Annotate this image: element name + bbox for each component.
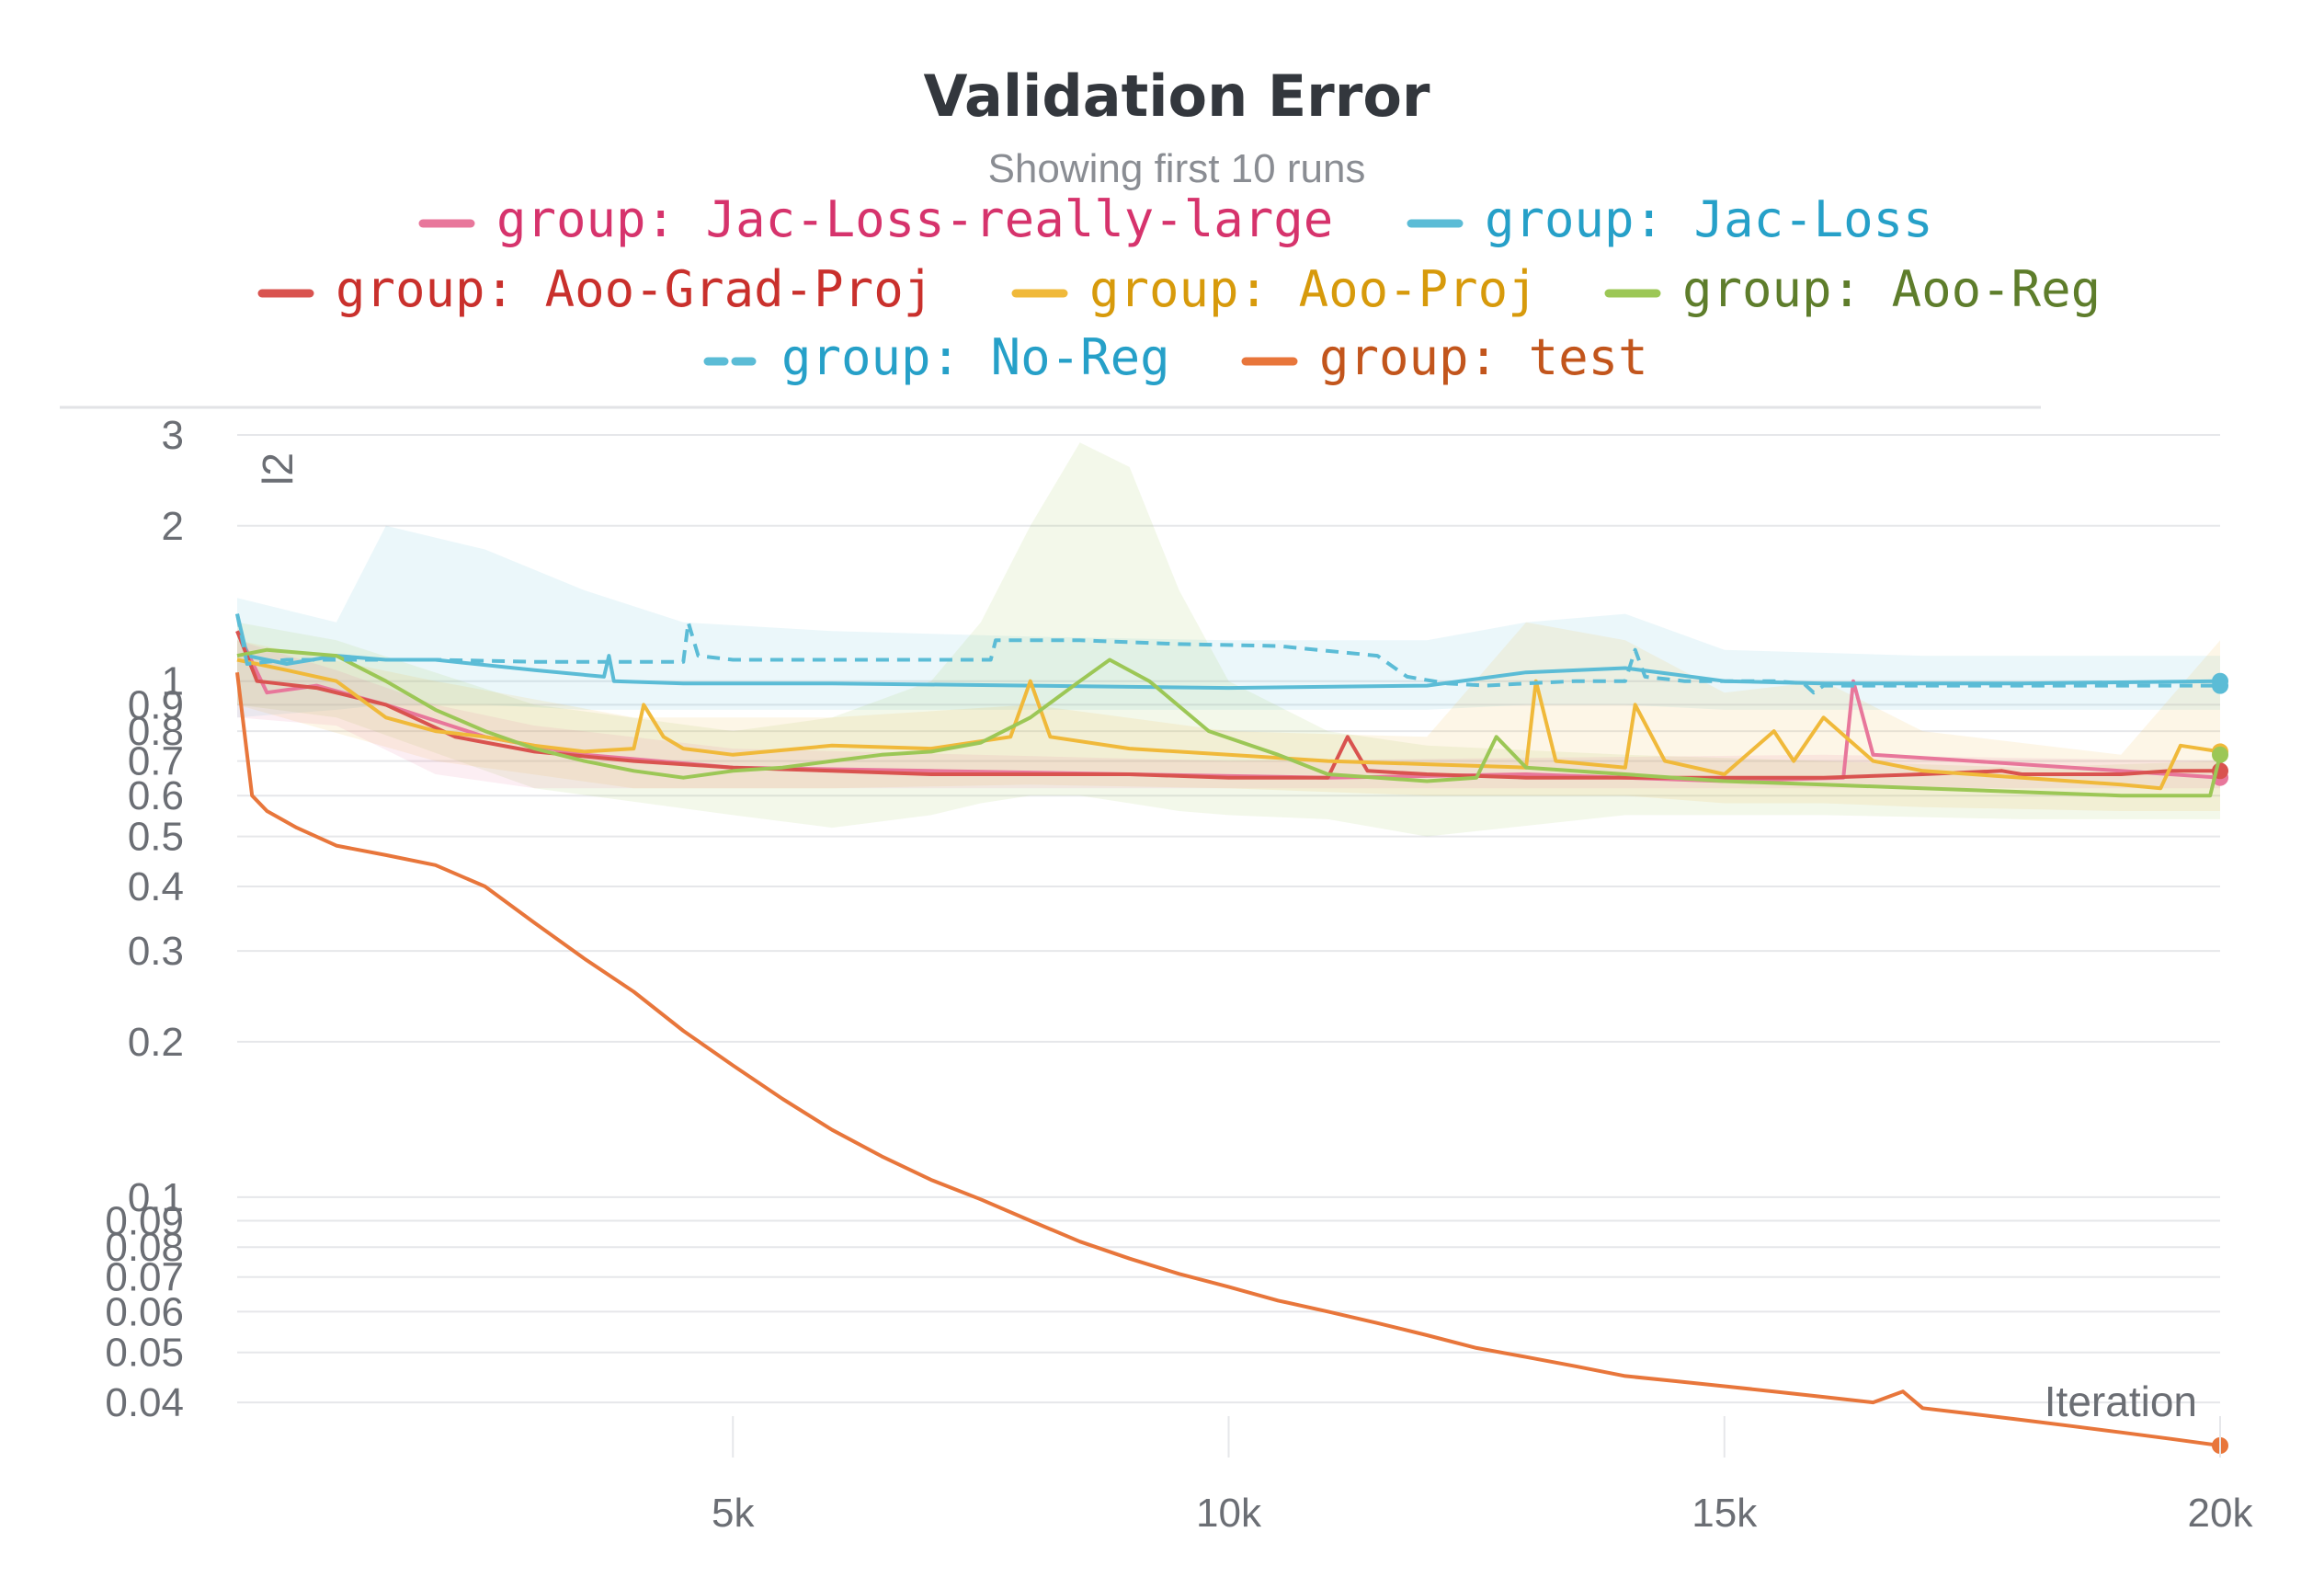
y-tick-label: 0.3: [128, 929, 184, 974]
legend-item-aoo-grad-proj[interactable]: group: Aoo-Grad-Proj: [336, 260, 933, 318]
x-tick-label: 15k: [1692, 1491, 1758, 1536]
y-tick-label: 0.07: [105, 1255, 184, 1300]
y-axis-ticks: 3210.90.80.70.60.50.40.30.20.10.090.080.…: [105, 413, 184, 1425]
end-marker-aoo-reg: [2212, 746, 2228, 763]
y-tick-label: 0.7: [128, 739, 184, 784]
x-axis-label: Iteration: [2045, 1378, 2197, 1425]
y-tick-label: 0.05: [105, 1331, 184, 1376]
y-tick-label: 0.08: [105, 1225, 184, 1270]
legend-item-no-reg[interactable]: group: No-Reg: [781, 328, 1170, 386]
x-tick-label: 5k: [712, 1491, 755, 1536]
band-jac-loss-really-large: [237, 640, 2220, 789]
end-marker-no-reg: [2212, 677, 2228, 694]
legend-item-jac-loss-really-large[interactable]: group: Jac-Loss-really-large: [496, 190, 1333, 248]
legend-item-test[interactable]: group: test: [1319, 328, 1648, 386]
y-tick-label: 2: [162, 504, 184, 549]
series-line-aoo-proj: [236, 657, 2221, 791]
series-line-no-reg: [235, 613, 2220, 695]
y-tick-label: 0.8: [128, 709, 184, 754]
band-jac-loss: [237, 525, 2220, 718]
y-tick-label: 0.6: [128, 773, 184, 818]
y-tick-label: 0.9: [128, 682, 184, 727]
x-tick-label: 10k: [1196, 1491, 1262, 1536]
y-tick-label: 0.1: [128, 1175, 184, 1220]
y-tick-label: 0.4: [128, 864, 184, 909]
x-axis-ticks: 5k 10k 15k 20k: [712, 1416, 2253, 1536]
y-tick-label: 0.04: [105, 1380, 184, 1425]
chart-subtitle: Showing first 10 runs: [988, 146, 1366, 191]
series-line-aoo-reg: [236, 647, 2222, 798]
legend-item-aoo-reg[interactable]: group: Aoo-Reg: [1682, 260, 2101, 318]
series-line-jac-loss: [235, 613, 2221, 691]
legend-item-jac-loss[interactable]: group: Jac-Loss: [1485, 190, 1933, 248]
series-line-aoo-grad-proj: [235, 630, 2220, 780]
y-tick-label: 1: [162, 659, 184, 704]
grid: [237, 433, 2220, 1404]
series-lines: [235, 613, 2228, 1454]
y-tick-label: 0.2: [128, 1020, 184, 1065]
chart-title: Validation Error: [923, 63, 1430, 130]
y-tick-label: 0.06: [105, 1289, 184, 1334]
y-tick-label: 0.09: [105, 1199, 184, 1244]
y-tick-label: 3: [162, 413, 184, 458]
y-tick-label: 0.5: [128, 815, 184, 860]
band-aoo-proj: [237, 622, 2220, 811]
x-tick-label: 20k: [2188, 1491, 2254, 1536]
band-aoo-reg: [237, 442, 2220, 837]
confidence-bands: [237, 442, 2220, 837]
legend: group: Jac-Loss-really-large group: Jac-L…: [257, 190, 2101, 386]
series-line-test: [235, 671, 2221, 1447]
y-axis-label: l2: [254, 452, 302, 486]
legend-item-aoo-proj[interactable]: group: Aoo-Proj: [1089, 260, 1538, 318]
